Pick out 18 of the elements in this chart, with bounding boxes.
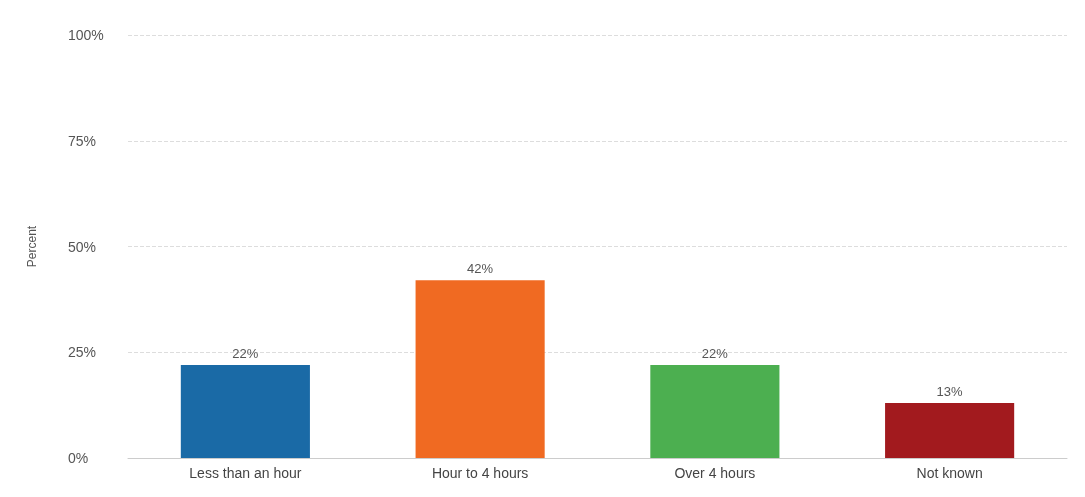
x-tick-label: Less than an hour <box>189 465 302 481</box>
data-label: 22% <box>701 345 729 361</box>
bar <box>650 364 780 458</box>
y-tick-label: 25% <box>68 344 97 361</box>
x-tick-label: Not known <box>916 465 983 481</box>
x-tick-label: Over 4 hours <box>674 465 756 481</box>
y-tick-label: 100% <box>68 27 104 43</box>
bar <box>415 280 545 458</box>
bar <box>885 403 1015 458</box>
y-tick-label: 50% <box>68 238 97 255</box>
y-axis-title: Percent <box>25 225 39 268</box>
data-label: 22% <box>232 345 259 361</box>
data-label: 13% <box>936 384 964 400</box>
y-tick-label: 0% <box>68 450 89 466</box>
y-tick-label: 75% <box>68 132 97 149</box>
data-label: 42% <box>467 261 494 277</box>
bar <box>180 364 310 458</box>
x-tick-label: Hour to 4 hours <box>431 465 529 481</box>
